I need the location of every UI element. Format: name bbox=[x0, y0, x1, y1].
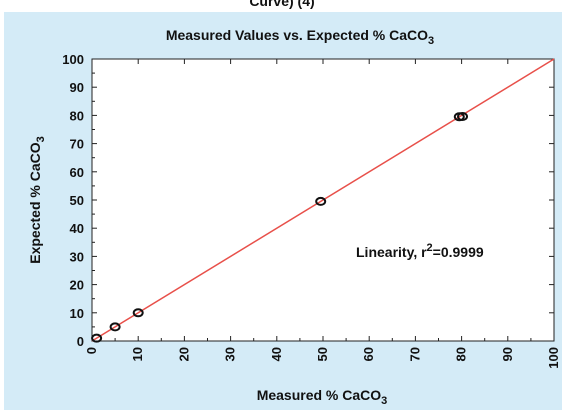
data-point bbox=[109, 322, 121, 332]
y-tick-label: 80 bbox=[70, 108, 84, 123]
annotation-linearity: Linearity, r2=0.9999 bbox=[356, 242, 484, 260]
data-point bbox=[132, 308, 144, 318]
x-tick-label: 0 bbox=[84, 347, 99, 354]
y-tick-labels: 0 10 20 30 40 50 60 70 80 90 100 bbox=[62, 52, 84, 349]
x-tick-label: 50 bbox=[315, 347, 330, 361]
data-point bbox=[91, 333, 103, 343]
y-tick-label: 100 bbox=[62, 52, 84, 67]
x-axis-label: Measured % CaCO3 bbox=[257, 387, 388, 407]
y-tick-label: 40 bbox=[70, 221, 84, 236]
y-tick-label: 70 bbox=[70, 137, 84, 152]
header-fragment: Curve) (4) bbox=[249, 0, 314, 9]
y-tick-label: 30 bbox=[70, 249, 84, 264]
x-tick-labels: 0 10 20 30 40 50 60 70 80 90 100 bbox=[84, 347, 561, 369]
y-axis-label: Expected % CaCO3 bbox=[27, 136, 47, 264]
y-tick-label: 90 bbox=[70, 80, 84, 95]
data-points bbox=[91, 112, 469, 343]
x-tick-label: 40 bbox=[269, 347, 284, 361]
data-point bbox=[315, 196, 327, 206]
x-tick-label: 20 bbox=[176, 347, 191, 361]
x-tick-label: 100 bbox=[546, 347, 561, 369]
chart-title: Measured Values vs. Expected % CaCO3 bbox=[166, 27, 434, 47]
y-tick-label: 60 bbox=[70, 165, 84, 180]
y-tick-label: 50 bbox=[70, 193, 84, 208]
y-tick-label: 10 bbox=[70, 306, 84, 321]
x-tick-label: 80 bbox=[454, 347, 469, 361]
x-tick-label: 60 bbox=[361, 347, 376, 361]
data-point bbox=[457, 112, 469, 122]
x-tick-label: 70 bbox=[407, 347, 422, 361]
x-tick-label: 30 bbox=[223, 347, 238, 361]
x-tick-label: 10 bbox=[130, 347, 145, 361]
x-tick-label: 90 bbox=[500, 347, 515, 361]
y-tick-label: 0 bbox=[77, 334, 84, 349]
y-tick-label: 20 bbox=[70, 278, 84, 293]
tick-marks bbox=[91, 58, 555, 342]
fit-line bbox=[91, 58, 555, 342]
